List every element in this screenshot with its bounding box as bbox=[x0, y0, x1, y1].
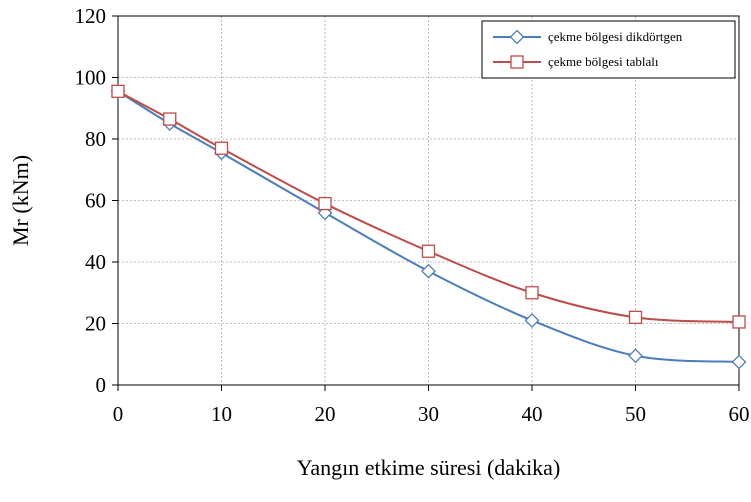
x-tick-label: 60 bbox=[729, 402, 750, 426]
legend-label: çekme bölgesi dikdörtgen bbox=[548, 29, 683, 44]
y-tick-label: 80 bbox=[85, 127, 106, 151]
legend-box bbox=[481, 20, 736, 79]
data-point bbox=[318, 196, 332, 211]
data-point bbox=[214, 141, 229, 155]
x-tick-label: 10 bbox=[211, 402, 232, 426]
legend-entry: çekme bölgesi tablalı bbox=[493, 54, 659, 69]
data-point bbox=[731, 354, 747, 370]
data-point bbox=[421, 263, 436, 279]
series-2 bbox=[111, 84, 746, 329]
y-axis-title: Mr (kNm) bbox=[8, 155, 33, 246]
data-point bbox=[628, 348, 643, 364]
y-tick-label: 40 bbox=[85, 250, 106, 274]
data-point bbox=[421, 244, 436, 258]
x-tick-label: 40 bbox=[522, 402, 543, 426]
y-tick-label: 100 bbox=[75, 66, 107, 90]
legend-entry: çekme bölgesi dikdörtgen bbox=[493, 29, 683, 45]
data-point bbox=[111, 84, 125, 98]
x-tick-label: 30 bbox=[418, 402, 439, 426]
y-tick-label: 20 bbox=[85, 312, 106, 336]
data-point bbox=[525, 286, 539, 300]
legend-label: çekme bölgesi tablalı bbox=[548, 54, 659, 69]
data-point bbox=[732, 315, 746, 329]
y-tick-label: 60 bbox=[85, 189, 106, 213]
data-point bbox=[524, 313, 540, 328]
x-tick-label: 20 bbox=[315, 402, 336, 426]
y-tick-label: 120 bbox=[75, 4, 107, 28]
data-point bbox=[163, 112, 177, 126]
y-axis-ticks: 0 20 40 60 80 100 120 bbox=[75, 4, 118, 397]
legend-marker bbox=[509, 29, 525, 45]
legend: çekme bölgesi dikdörtgen çekme bölgesi ta… bbox=[481, 20, 736, 79]
legend-marker bbox=[510, 55, 524, 69]
x-axis-ticks: 0 10 20 30 40 50 60 bbox=[113, 385, 750, 426]
series bbox=[110, 83, 747, 370]
x-axis-title: Yangın etkime süresi (dakika) bbox=[297, 455, 561, 480]
y-tick-label: 0 bbox=[96, 373, 107, 397]
x-tick-label: 0 bbox=[113, 402, 124, 426]
data-point bbox=[628, 310, 643, 325]
x-tick-label: 50 bbox=[625, 402, 646, 426]
